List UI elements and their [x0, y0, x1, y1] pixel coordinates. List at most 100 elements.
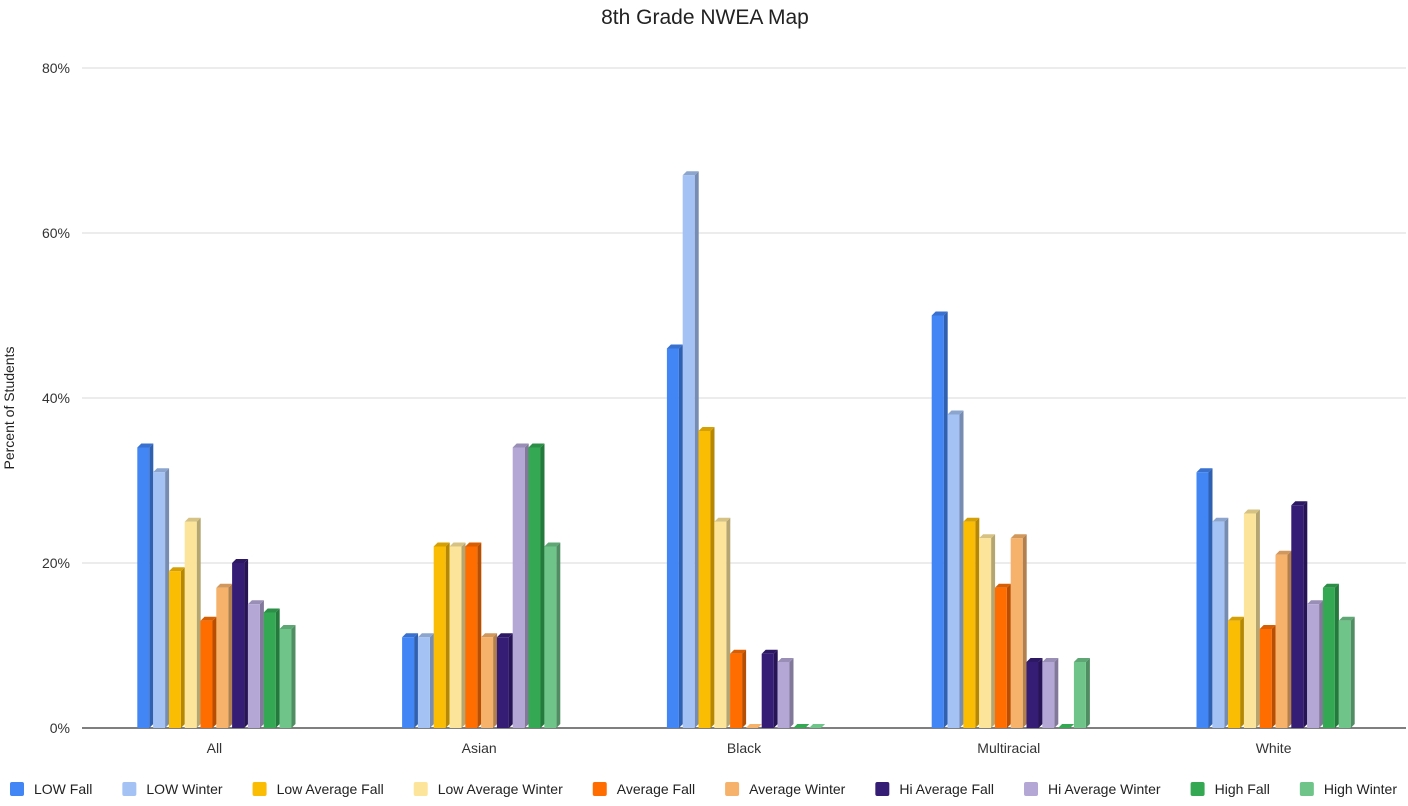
bar-top	[777, 658, 794, 662]
bar	[1307, 600, 1324, 728]
bar-front	[449, 546, 462, 728]
bar	[168, 567, 185, 728]
bar-front	[279, 629, 292, 728]
legend-label: Low Average Winter	[438, 781, 563, 797]
bar-top	[247, 600, 264, 605]
bar	[994, 583, 1011, 728]
bar-side	[1006, 583, 1011, 728]
bar-front	[528, 447, 541, 728]
bar-side	[1255, 509, 1260, 728]
bar	[682, 171, 699, 728]
bar-front	[1275, 554, 1288, 728]
bar-top	[512, 443, 529, 448]
bar	[449, 542, 466, 728]
x-tick-label: All	[207, 740, 223, 756]
legend-label: Hi Average Winter	[1048, 781, 1161, 797]
bar-front	[263, 612, 276, 728]
bar-top	[544, 542, 561, 547]
bar-front	[761, 653, 774, 728]
x-tick-labels: All Asian Black Multiracial White	[207, 740, 1292, 756]
bar-side	[445, 542, 450, 728]
bar-side	[1287, 550, 1292, 728]
bar	[714, 517, 731, 728]
bar-flat	[745, 724, 762, 728]
bar-front	[730, 653, 743, 728]
bar-top	[1322, 583, 1339, 588]
bar-front	[1322, 587, 1335, 728]
bar-front	[496, 637, 509, 728]
bar-side	[773, 649, 778, 728]
bar	[216, 583, 233, 728]
x-tick-label: Asian	[462, 740, 497, 756]
bar-front	[1212, 521, 1225, 728]
bar-top	[1212, 517, 1229, 522]
legend-label: LOW Fall	[34, 781, 92, 797]
bar	[496, 633, 513, 728]
bar-side	[212, 616, 217, 728]
legend-item: Hi Average Winter	[1024, 781, 1161, 797]
bars	[137, 171, 1355, 728]
legend: LOW Fall LOW Winter Low Average Fall Low Av…	[10, 781, 1397, 797]
bar-front	[931, 315, 944, 728]
bar-top	[761, 649, 778, 654]
bar-top	[666, 344, 683, 349]
bar-front	[1073, 662, 1086, 728]
bar-front	[1291, 505, 1304, 728]
bar-top	[279, 625, 296, 629]
bar	[279, 625, 296, 728]
legend-swatch	[1190, 782, 1205, 796]
bar-side	[196, 517, 201, 728]
bar-side	[244, 559, 249, 728]
bar-top	[1010, 534, 1027, 539]
bar	[1073, 658, 1090, 728]
bar-side	[959, 410, 964, 728]
bar	[730, 649, 747, 728]
legend-item: Hi Average Fall	[875, 781, 994, 797]
bar-flat	[793, 724, 810, 728]
bar	[947, 410, 964, 728]
bar	[1275, 550, 1292, 728]
bar-front	[232, 563, 245, 728]
bar-side	[180, 567, 185, 728]
x-tick-label: White	[1256, 740, 1292, 756]
y-tick-label: 20%	[42, 555, 70, 571]
bar-front	[698, 431, 711, 728]
bar-side	[493, 633, 498, 728]
bar	[263, 608, 280, 728]
bar-side	[291, 625, 296, 728]
bar-side	[1240, 616, 1245, 728]
bar	[761, 649, 778, 728]
bar-top	[168, 567, 185, 572]
bar-side	[1085, 658, 1090, 728]
bar-side	[556, 542, 561, 728]
bar-top	[417, 633, 434, 638]
bar-side	[477, 542, 482, 728]
bar-side	[461, 542, 466, 728]
bar-top	[994, 583, 1011, 588]
bar	[1322, 583, 1339, 728]
bar-side	[943, 311, 948, 728]
bar	[465, 542, 482, 728]
bar-side	[742, 649, 747, 728]
bar-top	[1026, 658, 1043, 662]
legend-label: Low Average Fall	[277, 781, 384, 797]
bar-side	[540, 443, 545, 728]
bar-front	[666, 348, 679, 728]
bar	[1042, 658, 1059, 728]
bar	[402, 633, 419, 728]
bar-front	[184, 521, 197, 728]
bar-side	[991, 534, 996, 728]
y-tick-label: 80%	[42, 60, 70, 76]
bar	[809, 724, 826, 728]
bar	[544, 542, 561, 728]
bar	[247, 600, 264, 728]
bar-top	[1259, 625, 1276, 629]
bar-front	[200, 620, 213, 728]
bar-side	[678, 344, 683, 728]
bar	[1058, 724, 1075, 728]
bar	[1291, 501, 1308, 728]
bar-front	[465, 546, 478, 728]
bar	[184, 517, 201, 728]
bar-side	[710, 427, 715, 728]
bar-side	[1334, 583, 1339, 728]
